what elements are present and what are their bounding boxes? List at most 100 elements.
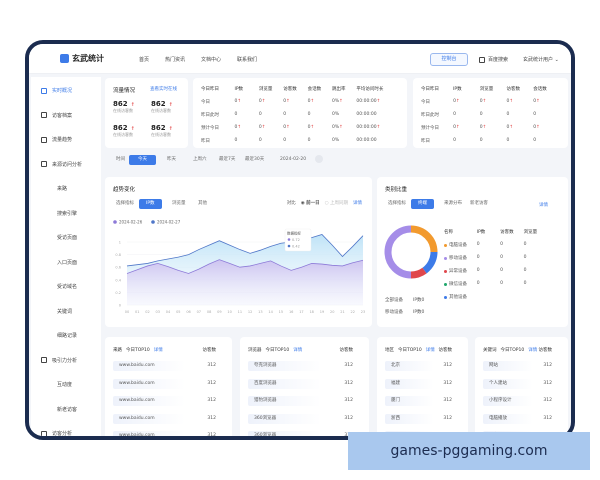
arrow-up-icon: ↑: [339, 99, 343, 104]
user-menu[interactable]: 玄武统计用户 ⌄: [523, 56, 559, 63]
list-item[interactable]: 电脑播放 312: [483, 413, 560, 424]
detail-link[interactable]: 详情: [153, 348, 163, 353]
legend-marker: [113, 220, 117, 224]
tab-2[interactable]: 浏览量: [172, 201, 186, 206]
arrow-up-icon: ↑: [286, 99, 290, 104]
monitor-icon: [479, 56, 485, 63]
nav-news[interactable]: 热门资讯: [165, 57, 186, 63]
table-header: 名称: [444, 230, 453, 235]
x-tick-label: 18: [309, 310, 313, 314]
table-header: 今日昨日: [201, 87, 219, 92]
top10-card: 关键词 今日TOP10 详情 访客数 网站 312 个人建站 312 小程序设计 312 电脑播放 3…: [475, 337, 568, 436]
item-value: 312: [443, 380, 452, 386]
realtime-link[interactable]: 查看实时在线: [150, 87, 177, 92]
sidebar-item[interactable]: 来路: [57, 185, 67, 192]
nav-contact[interactable]: 联系我们: [237, 57, 258, 63]
category-detail-link[interactable]: 详情: [539, 203, 548, 208]
tab-3[interactable]: 其他: [198, 201, 207, 206]
detail-link[interactable]: 详情: [528, 348, 538, 353]
item-value: 312: [207, 415, 216, 421]
filter-option[interactable]: 昨天: [167, 157, 176, 162]
sidebar-item[interactable]: 访客档案: [41, 112, 72, 119]
tab-2[interactable]: 来源分布: [444, 201, 462, 206]
detail-link[interactable]: 详情: [293, 348, 303, 353]
baidu-search-link[interactable]: 百度搜索: [479, 56, 508, 63]
date-picker[interactable]: 2024-02-20: [280, 157, 307, 162]
table-cell: 0↑: [234, 125, 242, 130]
list-item[interactable]: 个人建站 312: [483, 378, 560, 389]
table-cell: 0: [523, 242, 527, 247]
y-tick-label: 0: [119, 304, 121, 308]
card-header: 来路 今日TOP10 详情: [113, 347, 163, 353]
summary-cell: 全部设备: [385, 298, 403, 303]
logo-icon: [60, 54, 69, 63]
table-header: IP数: [234, 87, 244, 92]
sidebar-item[interactable]: 受访页面: [57, 234, 77, 241]
list-item[interactable]: 小程序设计 312: [483, 396, 560, 406]
sidebar-item[interactable]: 来源访问分析: [41, 161, 82, 168]
filter-option[interactable]: 上周六: [193, 157, 207, 162]
card-subtitle: 今日TOP10: [265, 348, 290, 353]
table-cell: 0↑: [258, 99, 266, 104]
filter-option[interactable]: 最近30天: [245, 157, 265, 162]
compare-controls: 对比 ◉ 前一日 ○ 上周同期 详情: [287, 200, 362, 206]
list-item[interactable]: 网站 312: [483, 361, 560, 371]
detail-link[interactable]: 详情: [425, 348, 435, 353]
list-item[interactable]: www.baidu.com 312: [113, 361, 224, 371]
filter-option[interactable]: 最近7天: [219, 157, 236, 162]
sidebar-item[interactable]: 受访域名: [57, 283, 77, 290]
calendar-icon[interactable]: [315, 155, 323, 163]
tooltip-text: 0.42: [292, 245, 300, 249]
sidebar-item[interactable]: 吸引力分析: [41, 357, 77, 364]
arrow-up-icon: ↑: [237, 99, 242, 104]
legend-label: 2024-02-27: [157, 220, 181, 225]
app-window: 玄武统计 首页 热门资讯 文档中心 联系我们 控制台 百度搜索 玄武统计用户 ⌄…: [25, 40, 575, 440]
table-header: 会话数: [533, 87, 547, 92]
list-item[interactable]: 福建 312: [385, 378, 460, 389]
x-tick-label: 02: [145, 310, 149, 314]
tab-1[interactable]: IP数: [139, 199, 162, 209]
arrow-up-icon: ↑: [536, 125, 540, 130]
sidebar-item[interactable]: 细路记录: [57, 332, 77, 339]
table-cell: 0: [283, 138, 287, 143]
sidebar-item[interactable]: 搜索引擎: [57, 210, 77, 217]
list-item[interactable]: www.baidu.com 312: [113, 413, 224, 424]
table-cell: 0↑: [533, 99, 540, 104]
list-item[interactable]: 浙西 312: [385, 413, 460, 424]
sidebar-item[interactable]: 新老访客: [57, 406, 77, 413]
nav-docs[interactable]: 文档中心: [201, 57, 222, 63]
sidebar-item[interactable]: 访客分析: [41, 430, 72, 436]
tab-1[interactable]: 终端: [411, 199, 434, 209]
list-item[interactable]: 厦门 312: [385, 396, 460, 406]
sidebar-item[interactable]: 互动度: [57, 381, 72, 388]
sidebar-item[interactable]: 关键词: [57, 308, 72, 315]
compare-prev-day[interactable]: ◉ 前一日: [300, 201, 320, 206]
console-button[interactable]: 控制台: [430, 53, 468, 66]
legend-label: 2024-02-26: [119, 220, 143, 225]
table-cell: 0: [523, 255, 527, 260]
list-item[interactable]: 夸克浏览器 312: [248, 361, 361, 371]
trend-detail-link[interactable]: 详情: [353, 201, 362, 206]
table-cell: 0: [479, 112, 483, 117]
trend-chart: 0 0.2 0.4 0.6 0.8 1 00 01 02 03 04 05 06 07 08 09 10 11 12…: [113, 220, 365, 314]
list-item[interactable]: www.baidu.com 312: [113, 378, 224, 389]
filter-option[interactable]: 今天: [129, 155, 156, 165]
tab-3[interactable]: 新老访客: [470, 201, 488, 206]
list-item[interactable]: www.baidu.com 312: [113, 396, 224, 406]
sidebar-item[interactable]: 流量趋势: [41, 136, 72, 143]
sidebar-item[interactable]: 入口页面: [57, 259, 77, 266]
sidebar-item[interactable]: 实时概况: [41, 87, 72, 94]
list-item[interactable]: 百度浏览器 312: [248, 378, 361, 389]
stat-label: 在线访客数: [151, 108, 171, 113]
compare-last-week[interactable]: ○ 上周同期: [324, 201, 348, 206]
nav-home[interactable]: 首页: [139, 57, 150, 63]
item-name: 猎豹浏览器: [248, 396, 322, 406]
list-item[interactable]: www.baidu.com 312: [113, 431, 224, 436]
legend-dot-icon: [444, 243, 447, 247]
list-item[interactable]: 北京 312: [385, 361, 460, 371]
top10-card: 来路 今日TOP10 详情 访客数 www.baidu.com 312 www.baidu.…: [105, 337, 232, 436]
list-item[interactable]: 猎豹浏览器 312: [248, 396, 361, 406]
table-cell: 0↑: [453, 99, 460, 104]
